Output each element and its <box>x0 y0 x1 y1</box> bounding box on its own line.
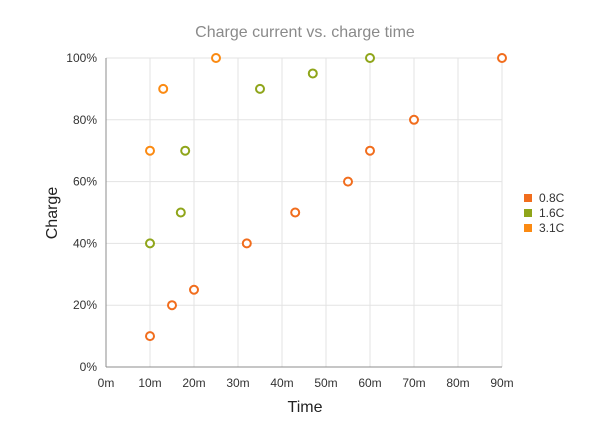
data-point <box>158 83 169 94</box>
y-tick-label: 60% <box>73 175 97 189</box>
data-point <box>343 176 353 187</box>
y-tick-label: 20% <box>73 298 97 312</box>
data-point <box>497 53 507 63</box>
data-point <box>180 145 191 156</box>
x-tick-label: 40m <box>270 376 293 390</box>
data-point <box>211 53 221 63</box>
x-tick-label: 70m <box>402 376 425 390</box>
y-axis-title: Charge <box>44 187 61 240</box>
data-point <box>255 83 265 94</box>
tick-labels: 0m 10m 20m 30m 40m 50m 60m 70m 80m 90m 0% 20% 40% 60%… <box>66 51 513 390</box>
legend-marker <box>524 209 532 217</box>
axes <box>105 58 502 368</box>
x-tick-label: 90m <box>490 376 513 390</box>
x-tick-label: 10m <box>138 376 161 390</box>
x-tick-label: 0m <box>98 376 115 390</box>
y-tick-label: 40% <box>73 236 97 250</box>
data-point <box>307 68 318 79</box>
data-point <box>145 331 155 342</box>
data-point <box>241 238 252 249</box>
x-tick-label: 80m <box>446 376 469 390</box>
legend: 0.8C1.6C3.1C <box>524 191 565 235</box>
x-tick-label: 30m <box>226 376 249 390</box>
legend-label: 1.6C <box>539 206 565 220</box>
y-tick-label: 0% <box>80 360 98 374</box>
legend-label: 3.1C <box>539 221 565 235</box>
data-point <box>189 284 199 295</box>
data-points <box>145 53 507 342</box>
data-point <box>145 145 155 156</box>
x-axis-title: Time <box>288 399 323 416</box>
x-tick-label: 60m <box>358 376 381 390</box>
data-point <box>409 114 419 125</box>
legend-marker <box>524 194 532 202</box>
data-point <box>365 53 375 63</box>
data-point <box>365 145 375 156</box>
data-point <box>290 207 301 218</box>
data-point <box>145 238 155 249</box>
chart-title: Charge current vs. charge time <box>195 24 415 41</box>
grid <box>106 57 503 367</box>
y-tick-label: 80% <box>73 113 97 127</box>
legend-label: 0.8C <box>539 191 565 205</box>
data-point <box>167 300 177 311</box>
data-point <box>175 207 186 218</box>
y-tick-label: 100% <box>66 51 97 65</box>
x-tick-label: 20m <box>182 376 205 390</box>
legend-marker <box>524 224 532 232</box>
x-tick-label: 50m <box>314 376 337 390</box>
